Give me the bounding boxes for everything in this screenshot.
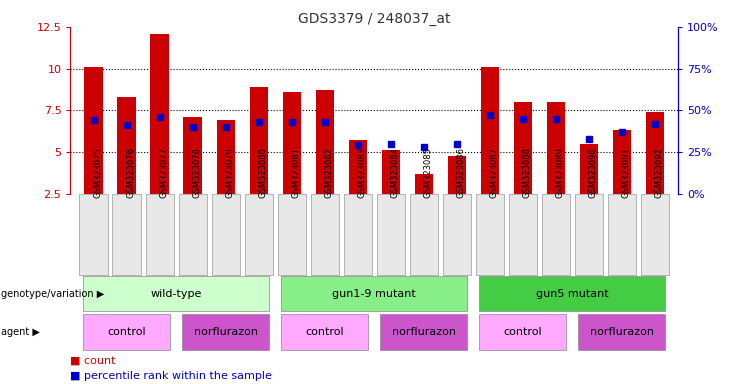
Text: genotype/variation ▶: genotype/variation ▶ [1, 289, 104, 299]
Text: control: control [503, 327, 542, 337]
FancyBboxPatch shape [282, 276, 467, 311]
Text: agent ▶: agent ▶ [1, 327, 39, 337]
FancyBboxPatch shape [344, 194, 372, 275]
Text: control: control [107, 327, 146, 337]
Text: GSM323083: GSM323083 [358, 147, 367, 198]
Bar [84, 67, 102, 194]
Bar [184, 117, 202, 194]
FancyBboxPatch shape [182, 314, 269, 350]
Text: wild-type: wild-type [150, 289, 202, 299]
FancyBboxPatch shape [575, 194, 603, 275]
Text: GSM323090: GSM323090 [589, 147, 598, 198]
Bar [448, 156, 466, 194]
Text: GSM323080: GSM323080 [259, 147, 268, 198]
Text: ■ percentile rank within the sample: ■ percentile rank within the sample [70, 371, 272, 381]
FancyBboxPatch shape [83, 276, 269, 311]
Bar [282, 92, 301, 194]
Bar [216, 121, 235, 194]
Title: GDS3379 / 248037_at: GDS3379 / 248037_at [298, 12, 451, 26]
Bar [382, 151, 400, 194]
Text: GSM323091: GSM323091 [622, 147, 631, 198]
Text: GSM323078: GSM323078 [193, 147, 202, 198]
Text: GSM323087: GSM323087 [490, 147, 499, 198]
Bar [646, 112, 664, 194]
FancyBboxPatch shape [641, 194, 669, 275]
Text: GSM323092: GSM323092 [655, 147, 664, 198]
Bar [150, 33, 169, 194]
FancyBboxPatch shape [282, 314, 368, 350]
FancyBboxPatch shape [113, 194, 141, 275]
Text: GSM323089: GSM323089 [556, 147, 565, 198]
FancyBboxPatch shape [476, 194, 504, 275]
Text: GSM323079: GSM323079 [225, 147, 235, 198]
FancyBboxPatch shape [245, 194, 273, 275]
Text: GSM323081: GSM323081 [292, 147, 301, 198]
Bar [613, 131, 631, 194]
Text: norflurazon: norflurazon [590, 327, 654, 337]
Text: GSM323077: GSM323077 [159, 147, 168, 198]
Text: norflurazon: norflurazon [193, 327, 258, 337]
Text: control: control [305, 327, 344, 337]
Bar [316, 90, 333, 194]
FancyBboxPatch shape [380, 314, 467, 350]
Bar [250, 87, 268, 194]
FancyBboxPatch shape [410, 194, 438, 275]
Text: GSM323075: GSM323075 [93, 147, 102, 198]
Text: GSM323082: GSM323082 [325, 147, 333, 198]
FancyBboxPatch shape [479, 276, 665, 311]
FancyBboxPatch shape [376, 194, 405, 275]
Text: GSM323086: GSM323086 [456, 147, 466, 198]
Text: GSM323084: GSM323084 [391, 147, 399, 198]
FancyBboxPatch shape [145, 194, 173, 275]
Text: gun1-9 mutant: gun1-9 mutant [332, 289, 416, 299]
Text: gun5 mutant: gun5 mutant [536, 289, 608, 299]
FancyBboxPatch shape [542, 194, 570, 275]
Text: GSM323076: GSM323076 [127, 147, 136, 198]
Bar [415, 174, 433, 194]
Text: GSM323088: GSM323088 [523, 147, 532, 198]
Text: ■ count: ■ count [70, 355, 116, 365]
FancyBboxPatch shape [83, 314, 170, 350]
FancyBboxPatch shape [179, 194, 207, 275]
FancyBboxPatch shape [278, 194, 306, 275]
Bar [514, 102, 532, 194]
FancyBboxPatch shape [212, 194, 239, 275]
FancyBboxPatch shape [79, 194, 107, 275]
FancyBboxPatch shape [608, 194, 636, 275]
Text: GSM323085: GSM323085 [424, 147, 433, 198]
Bar [118, 97, 136, 194]
FancyBboxPatch shape [479, 314, 566, 350]
Text: norflurazon: norflurazon [392, 327, 456, 337]
FancyBboxPatch shape [310, 194, 339, 275]
FancyBboxPatch shape [579, 314, 665, 350]
Bar [579, 144, 598, 194]
FancyBboxPatch shape [442, 194, 471, 275]
Bar [547, 102, 565, 194]
FancyBboxPatch shape [509, 194, 536, 275]
Bar [481, 67, 499, 194]
Bar [348, 141, 367, 194]
